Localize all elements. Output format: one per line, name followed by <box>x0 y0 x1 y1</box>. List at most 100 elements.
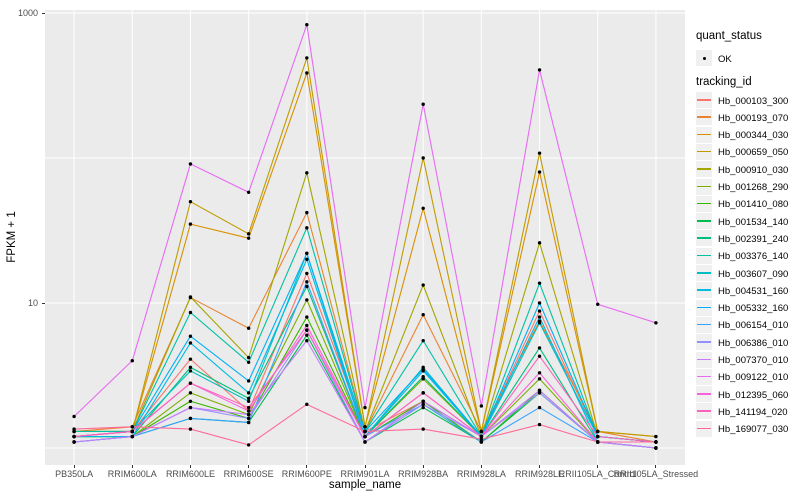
y-tick <box>42 12 45 14</box>
data-point <box>188 357 193 361</box>
x-tick <box>364 465 366 468</box>
data-point <box>188 369 193 373</box>
data-point <box>596 434 600 439</box>
data-point <box>596 429 600 434</box>
data-point <box>246 391 251 395</box>
legend-key-box <box>696 143 712 160</box>
legend-key-line-icon <box>697 393 711 395</box>
legend-key-box <box>696 299 712 316</box>
data-point <box>421 206 425 210</box>
data-point <box>479 440 484 444</box>
data-point <box>537 309 542 313</box>
data-point <box>421 399 425 403</box>
data-point <box>305 402 309 407</box>
legend-item-label: Hb_141194_020 <box>718 406 788 418</box>
x-tick <box>73 465 75 468</box>
legend-key-box <box>696 230 712 247</box>
legend-item-label: Hb_000910_030 <box>718 164 789 176</box>
data-point <box>363 405 367 410</box>
x-tick <box>539 465 541 468</box>
data-point <box>72 434 76 439</box>
data-point <box>188 222 193 226</box>
data-point <box>305 226 309 230</box>
legend-item-label: Hb_001268_290 <box>718 182 789 193</box>
data-point <box>363 425 367 429</box>
data-point <box>188 199 193 204</box>
legend-key-line-icon <box>697 410 711 412</box>
x-tick-label: RRII105LA_Control <box>558 469 637 479</box>
data-point <box>537 371 542 375</box>
data-point <box>246 405 251 410</box>
data-point <box>421 102 425 106</box>
data-point <box>188 405 193 410</box>
data-point <box>246 409 251 413</box>
data-point <box>537 346 542 350</box>
data-point <box>188 381 193 385</box>
legend-key-line-icon <box>697 168 711 170</box>
data-point <box>188 391 193 395</box>
x-tick <box>248 465 250 468</box>
legend-key-line-icon <box>697 358 711 361</box>
x-tick-label: RRIM928LE <box>515 469 565 479</box>
legend-tracking-id-title: tracking_id <box>696 76 752 88</box>
data-point <box>72 429 76 434</box>
legend-key-line-icon <box>697 254 711 257</box>
data-point <box>246 326 251 330</box>
x-tick-label: PB350LA <box>55 469 94 479</box>
x-tick-label: RRIM600PE <box>281 469 332 479</box>
legend-item-label: Hb_004531_160 <box>718 285 789 297</box>
data-point <box>246 236 251 240</box>
x-tick-label: RRIM600LE <box>165 469 215 479</box>
data-point <box>537 391 542 395</box>
data-point <box>421 338 425 343</box>
legend-key-box <box>696 161 712 178</box>
data-point <box>537 315 542 319</box>
legend-item-label: Hb_001534_140 <box>718 216 789 228</box>
data-point <box>246 443 251 447</box>
legend-item-label: Hb_000103_300 <box>718 95 789 107</box>
data-point <box>654 440 658 444</box>
data-point <box>188 334 193 338</box>
plot-panel <box>45 10 685 465</box>
legend-key-line-icon <box>697 306 711 309</box>
ok-point-icon <box>702 56 706 60</box>
legend-key-line-icon <box>697 341 711 343</box>
data-point <box>72 440 76 444</box>
legend-item-label: Hb_169077_030 <box>718 424 789 436</box>
data-point <box>130 425 134 429</box>
x-tick-label: RRIM928BA <box>398 469 449 479</box>
legend-key-line-icon <box>697 289 711 291</box>
data-point <box>421 367 425 371</box>
data-point <box>305 171 309 175</box>
legend-item-label: Hb_003607_090 <box>718 268 789 280</box>
data-point <box>188 310 193 315</box>
legend-key-line-icon <box>697 133 711 136</box>
data-point <box>188 427 193 431</box>
legend-key-box <box>696 265 712 281</box>
legend-key-box <box>696 178 712 195</box>
data-point <box>130 434 134 439</box>
legend-key-box <box>696 50 712 66</box>
data-point <box>305 280 309 284</box>
data-point <box>596 440 600 444</box>
legend-item-label: Hb_001410_080 <box>718 199 789 211</box>
data-point <box>305 56 309 60</box>
data-point <box>188 295 193 299</box>
data-point <box>421 391 425 395</box>
x-tick-label: RRIM600LA <box>107 469 157 479</box>
legend-key-line-icon <box>697 202 711 205</box>
x-tick <box>131 465 133 468</box>
x-tick <box>597 465 599 468</box>
legend-item-label: Hb_012395_060 <box>718 389 789 401</box>
data-point <box>305 298 309 302</box>
data-point <box>246 420 251 425</box>
legend: quant_status OK tracking_id Hb_000103_30… <box>696 0 800 500</box>
data-point <box>479 437 484 441</box>
legend-key-box <box>696 403 712 420</box>
x-tick <box>306 465 308 468</box>
y-axis-title: FPKM + 1 <box>6 211 18 263</box>
data-point <box>305 338 309 343</box>
x-tick <box>480 465 482 468</box>
legend-key-box <box>696 109 712 126</box>
